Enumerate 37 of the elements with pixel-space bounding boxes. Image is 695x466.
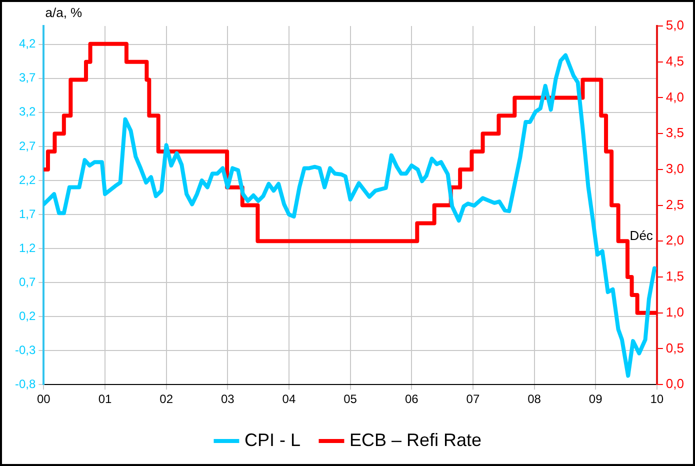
legend-label: ECB – Refi Rate <box>349 430 482 450</box>
y-tick-label: 3,7 <box>18 70 36 85</box>
x-tick-label: 05 <box>344 392 358 406</box>
x-tick-label: 09 <box>588 392 603 406</box>
y2-tick-label: 4,5 <box>666 53 684 68</box>
x-tick-label: 06 <box>404 392 419 406</box>
y-tick-label: 1,7 <box>18 206 36 221</box>
x-tick-label: 07 <box>466 392 480 406</box>
y2-tick-label: 4,0 <box>666 89 684 104</box>
y-tick-label: -0,3 <box>14 342 36 357</box>
y-axis-title: a/a, % <box>45 5 83 20</box>
x-tick-label: 04 <box>282 392 296 406</box>
y-tick-label: 4,2 <box>18 36 36 51</box>
y2-tick-label: 3,5 <box>666 125 684 140</box>
y2-tick-label: 1,5 <box>666 268 684 284</box>
y-tick-label: 3,2 <box>18 104 36 119</box>
y-tick-label: 1,2 <box>18 240 36 255</box>
x-tick-label: 01 <box>98 392 112 406</box>
annotation: Déc <box>630 228 654 243</box>
y2-tick-label: 5,0 <box>666 18 684 33</box>
y-tick-label: 2,7 <box>18 138 36 153</box>
y-tick-label: 0,7 <box>18 274 36 289</box>
x-tick-label: 02 <box>160 392 174 406</box>
y-tick-label: 2,2 <box>18 172 36 187</box>
y2-tick-label: 2,5 <box>666 196 684 212</box>
y2-tick-label: 3,0 <box>666 161 684 176</box>
x-tick-label: 08 <box>528 392 542 406</box>
y-tick-label: -0,8 <box>14 376 36 391</box>
legend-label: CPI - L <box>244 430 300 450</box>
y2-tick-label: 0,5 <box>666 340 684 356</box>
y2-tick-label: 2,0 <box>666 232 684 248</box>
x-tick-label: 03 <box>220 392 235 406</box>
y2-tick-label: 1,0 <box>666 304 684 320</box>
y2-tick-label: 0,0 <box>666 376 684 392</box>
y-tick-label: 0,2 <box>18 308 36 323</box>
x-tick-label: 00 <box>37 392 51 406</box>
x-tick-label: 10 <box>650 392 664 406</box>
